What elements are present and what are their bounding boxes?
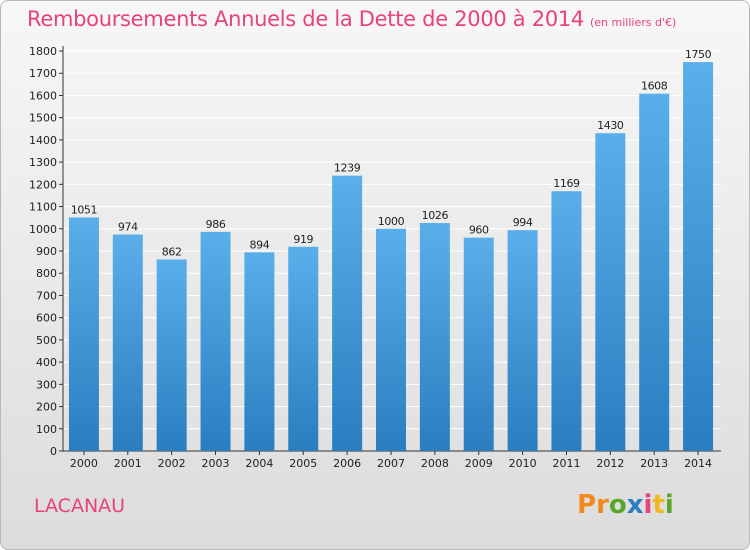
bars [68, 62, 714, 452]
chart-title: Remboursements Annuels de la Dette de 20… [27, 7, 676, 31]
x-tick-label: 2007 [377, 457, 405, 470]
logo-letter: x [626, 490, 644, 520]
bar-value-label: 1750 [685, 48, 712, 61]
y-tick-label: 700 [36, 289, 57, 302]
x-tick-label: 2014 [684, 457, 712, 470]
bar [68, 217, 99, 451]
x-tick-label: 2012 [596, 457, 624, 470]
y-tick-label: 1400 [29, 134, 57, 147]
y-tick-label: 1500 [29, 112, 57, 125]
y-tick-label: 1300 [29, 156, 57, 169]
x-tick-label: 2000 [70, 457, 98, 470]
y-tick-label: 1800 [29, 45, 57, 58]
x-tick-label: 2004 [245, 457, 273, 470]
x-tick-label: 2011 [552, 457, 580, 470]
x-tick-label: 2005 [289, 457, 317, 470]
bar-value-label: 1239 [334, 162, 361, 175]
bar [639, 93, 670, 452]
bar [244, 252, 275, 451]
bar-value-label: 1051 [71, 203, 97, 216]
bar [419, 223, 450, 451]
bar [200, 231, 231, 451]
bar-value-label: 919 [293, 233, 313, 246]
x-tick-label: 2010 [509, 457, 537, 470]
bar [332, 175, 363, 451]
bar [595, 133, 626, 451]
bar-value-label: 974 [118, 221, 138, 234]
bar-value-label: 1430 [597, 119, 624, 132]
y-tick-label: 1700 [29, 67, 57, 80]
bar [156, 259, 187, 451]
y-tick-label: 1600 [29, 89, 57, 102]
y-tick-label: 1200 [29, 178, 57, 191]
x-tick-label: 2009 [465, 457, 493, 470]
x-tick-label: 2013 [640, 457, 668, 470]
bar [376, 228, 406, 451]
y-tick-label: 900 [36, 245, 57, 258]
bar-value-label: 986 [206, 218, 226, 231]
bar [463, 237, 494, 451]
bar [112, 234, 143, 451]
bar-value-label: 1169 [553, 177, 580, 190]
x-tick-label: 2006 [333, 457, 361, 470]
x-tick-label: 2001 [114, 457, 142, 470]
logo-letter: t [652, 490, 665, 520]
logo-letter: P [577, 490, 597, 520]
y-tick-label: 800 [36, 267, 57, 280]
y-tick-label: 1100 [29, 201, 57, 214]
bar-value-label: 894 [250, 238, 270, 251]
logo-letter: r [596, 490, 609, 520]
y-tick-label: 0 [50, 445, 57, 458]
bar-value-label: 1608 [641, 80, 668, 93]
bar-value-label: 994 [513, 216, 533, 229]
logo-letter: i [643, 490, 653, 520]
y-tick-label: 300 [36, 378, 57, 391]
y-tick-label: 200 [36, 401, 57, 414]
title-text: Remboursements Annuels de la Dette de 20… [27, 7, 584, 31]
bar-value-label: 1026 [422, 209, 449, 222]
bar-value-label: 862 [162, 245, 182, 258]
x-tick-label: 2003 [202, 457, 230, 470]
labels: 0 100 200 300 400 500 600 700 800 900 1000 1100 1200… [29, 45, 712, 470]
logo-letter: o [608, 490, 627, 520]
y-tick-label: 600 [36, 312, 57, 325]
title-unit: (en milliers d'€) [590, 16, 677, 29]
y-tick-label: 400 [36, 356, 57, 369]
bar [288, 246, 319, 451]
bar [551, 191, 582, 451]
y-tick-label: 500 [36, 334, 57, 347]
bar-value-label: 1000 [378, 215, 405, 228]
y-tick-label: 100 [36, 423, 57, 436]
proxiti-logo: Proxiti [577, 490, 674, 520]
x-tick-label: 2008 [421, 457, 449, 470]
bar-value-label: 960 [469, 224, 489, 237]
logo-letter: i [664, 490, 674, 520]
bar [683, 62, 714, 451]
y-tick-label: 1000 [29, 223, 57, 236]
x-tick-label: 2002 [158, 457, 186, 470]
commune-name: LACANAU [34, 495, 126, 517]
bar [507, 230, 538, 451]
